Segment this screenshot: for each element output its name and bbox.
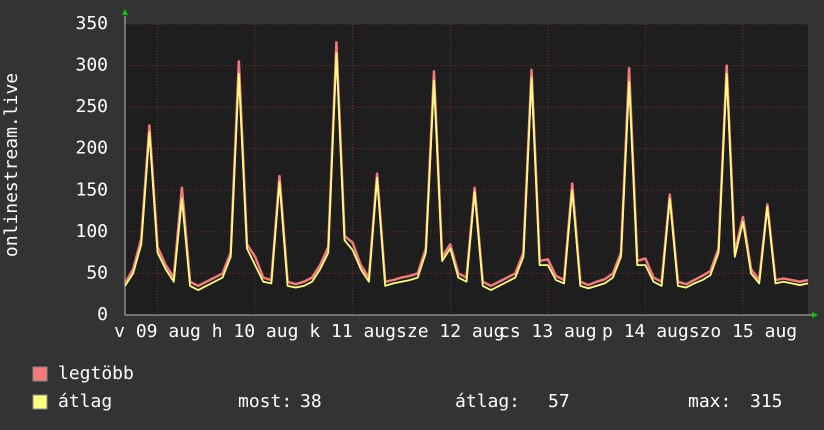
y-tick-label: 50 xyxy=(86,262,108,283)
x-tick-label: szo 15 aug xyxy=(689,321,797,342)
y-tick-label: 150 xyxy=(75,179,108,200)
x-tick-label: h 10 aug xyxy=(212,321,299,342)
stat-label: most: xyxy=(238,391,292,412)
y-axis-arrow xyxy=(122,9,128,15)
legend-label: legtöbb xyxy=(58,363,134,384)
legend-swatch xyxy=(32,366,48,382)
x-axis-arrow xyxy=(812,312,818,318)
stat-value: 57 xyxy=(548,391,570,412)
y-tick-label: 100 xyxy=(75,221,108,242)
y-tick-label: 0 xyxy=(97,304,108,325)
series-line xyxy=(124,52,809,291)
legend-label: átlag xyxy=(58,391,112,412)
stat-value: 38 xyxy=(300,391,322,412)
stat-label: átlag: xyxy=(455,391,520,412)
x-tick-label: k 11 aug xyxy=(309,321,396,342)
x-tick-label: v 09 aug xyxy=(114,321,201,342)
stat-label: max: xyxy=(688,391,731,412)
x-tick-label: sze 12 aug xyxy=(396,321,504,342)
y-tick-label: 250 xyxy=(75,96,108,117)
x-tick-label: p 14 aug xyxy=(602,321,689,342)
stat-value: 315 xyxy=(750,391,783,412)
x-tick-label: cs 13 aug xyxy=(499,321,597,342)
y-tick-label: 300 xyxy=(75,55,108,76)
y-axis-label: onlinestream.live xyxy=(1,73,22,257)
legend-swatch xyxy=(32,394,48,410)
y-tick-label: 350 xyxy=(75,13,108,34)
y-tick-label: 200 xyxy=(75,138,108,159)
